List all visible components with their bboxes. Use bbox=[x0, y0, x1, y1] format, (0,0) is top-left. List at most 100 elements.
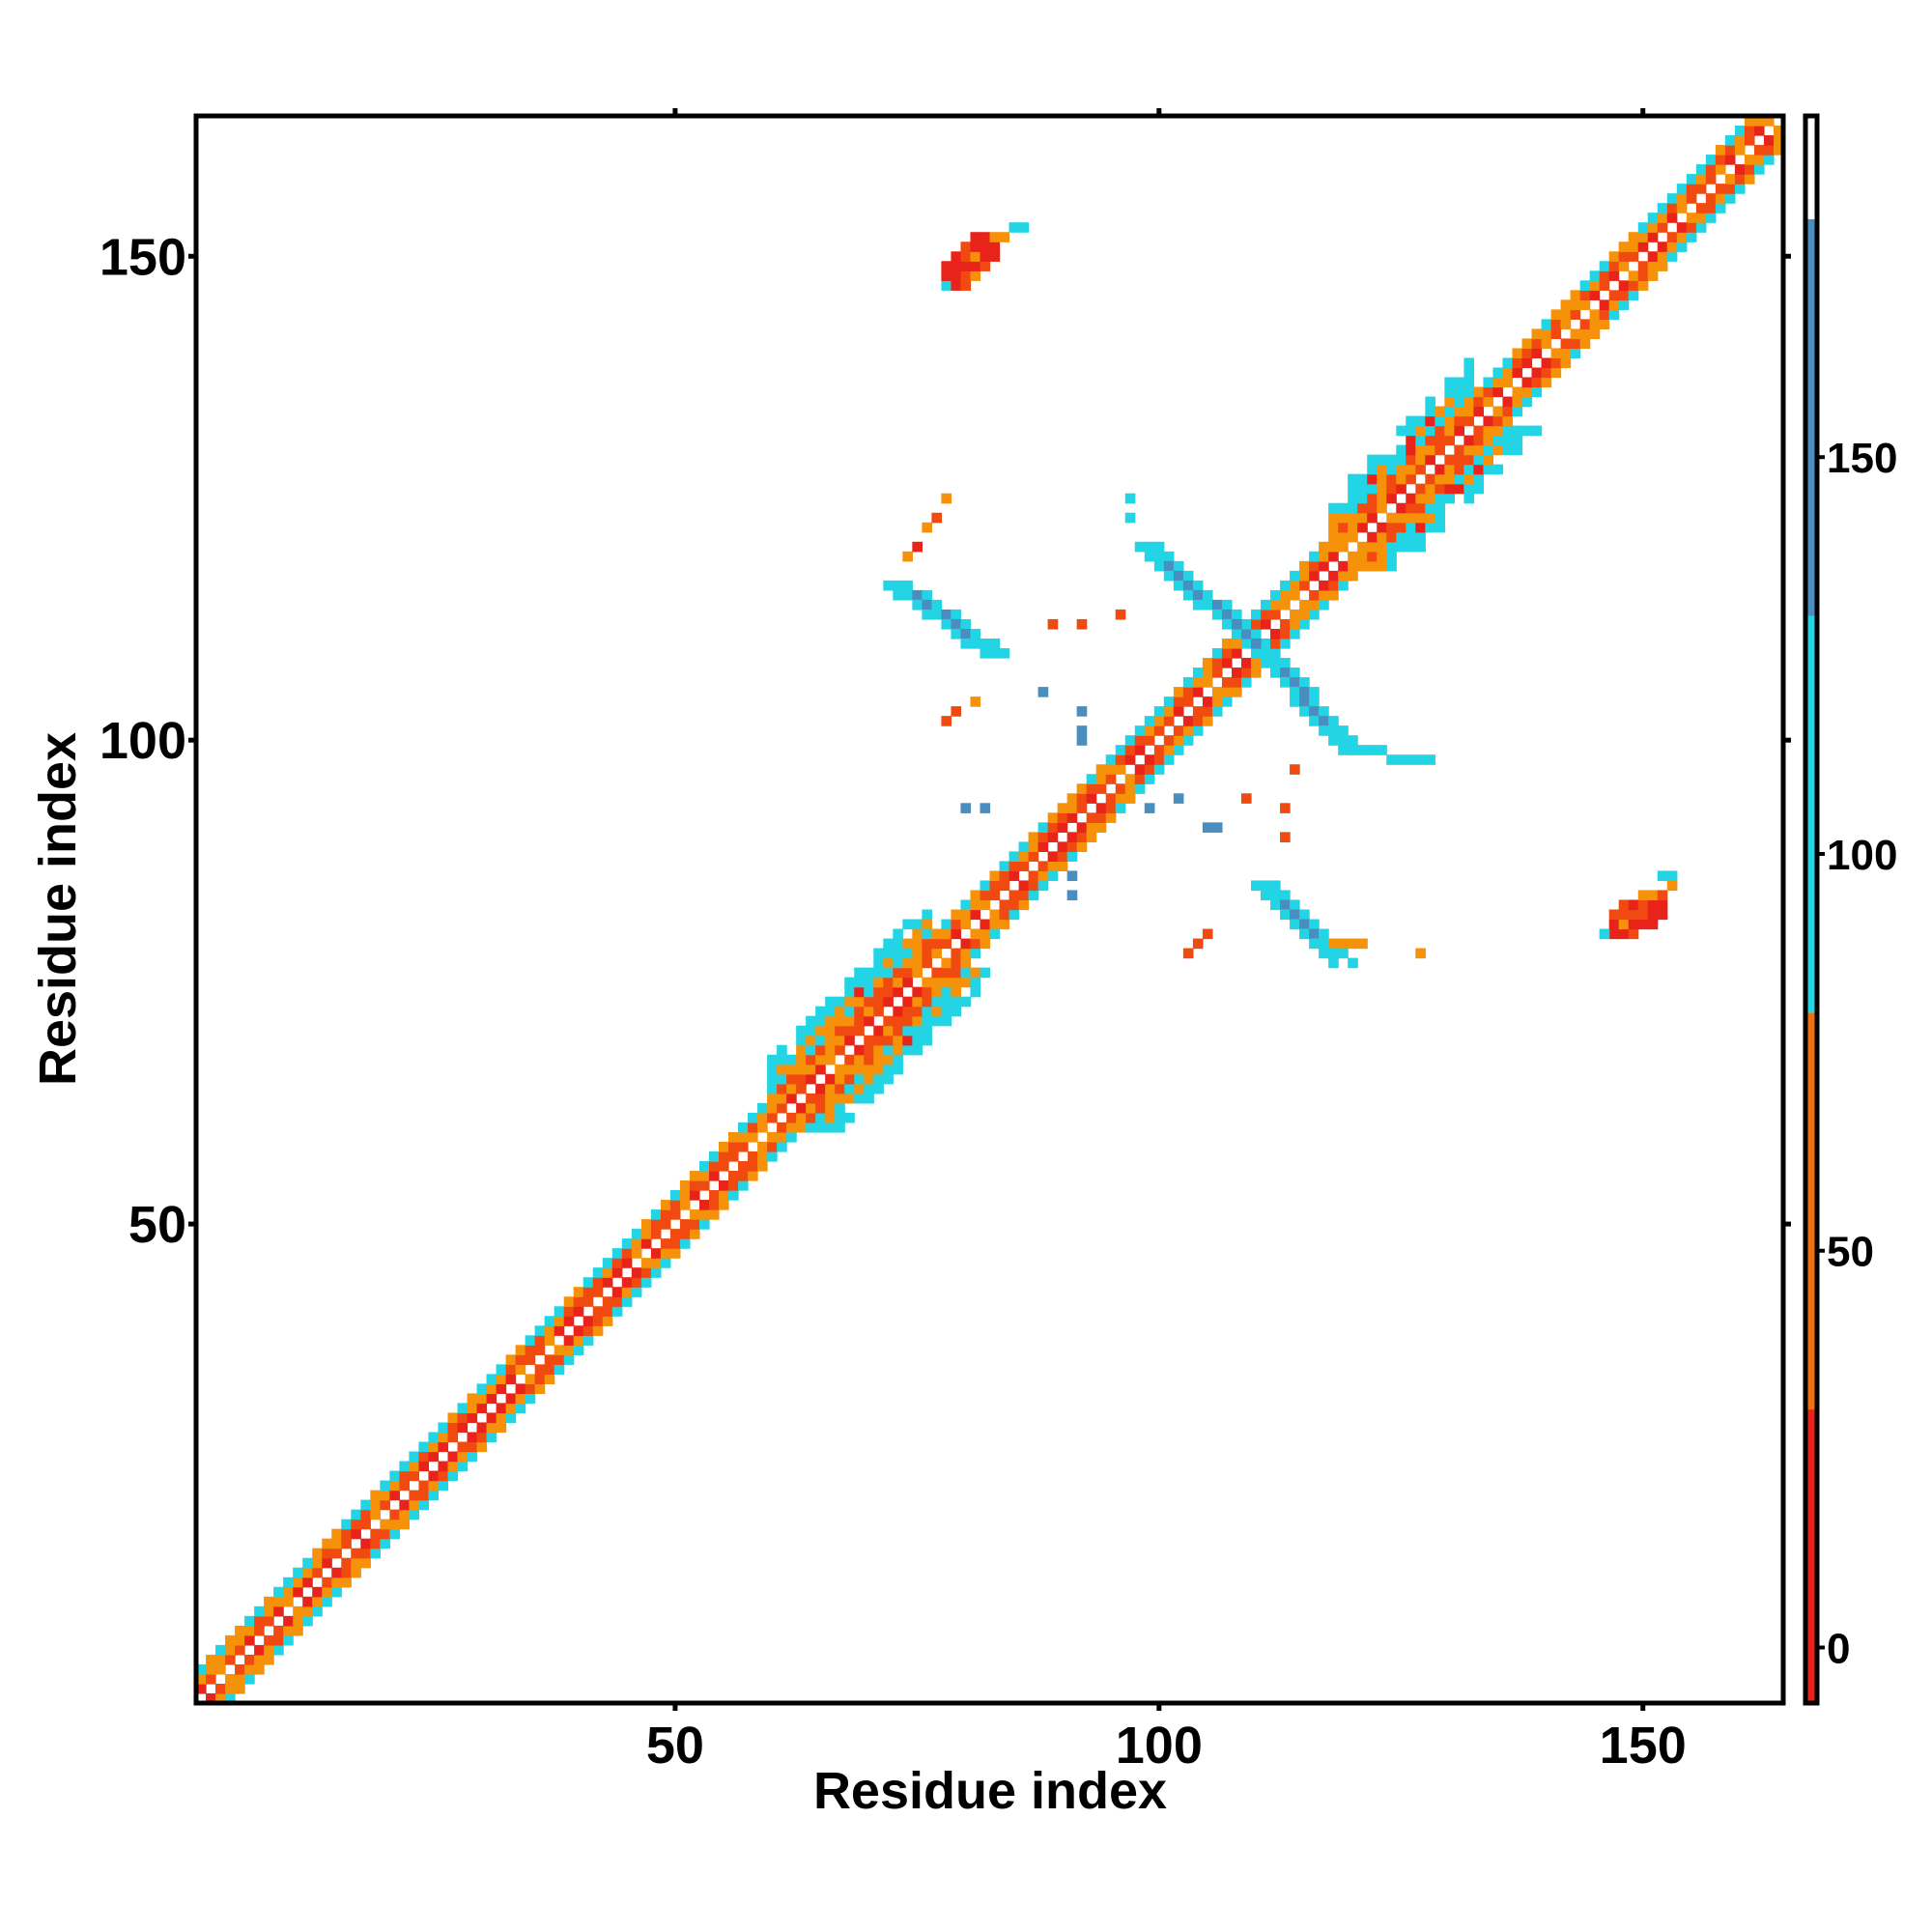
heatmap-cell bbox=[1676, 222, 1688, 233]
heatmap-cell bbox=[1406, 444, 1416, 456]
heatmap-cell bbox=[525, 1374, 536, 1384]
heatmap-cell bbox=[1377, 473, 1387, 485]
heatmap-cell bbox=[835, 1073, 845, 1085]
heatmap-cell bbox=[835, 1112, 845, 1123]
heatmap-cell bbox=[738, 1170, 749, 1181]
heatmap-cell bbox=[1444, 464, 1455, 475]
heatmap-cell bbox=[1705, 213, 1717, 223]
heatmap-cell bbox=[912, 1025, 923, 1037]
heatmap-cell bbox=[573, 1287, 584, 1297]
heatmap-cell bbox=[902, 996, 913, 1008]
heatmap-cell bbox=[1541, 328, 1552, 340]
heatmap-cells bbox=[196, 116, 1784, 1704]
heatmap-cell bbox=[951, 628, 962, 639]
heatmap-cell bbox=[1454, 464, 1464, 475]
heatmap-cell bbox=[1386, 464, 1397, 475]
heatmap-cell bbox=[1182, 948, 1194, 959]
heatmap-cell bbox=[1435, 415, 1445, 427]
heatmap-cell bbox=[1435, 435, 1445, 446]
heatmap-cell bbox=[1182, 589, 1194, 601]
heatmap-cell bbox=[825, 1054, 836, 1065]
heatmap-cell bbox=[563, 1316, 575, 1326]
heatmap-cell bbox=[883, 986, 894, 998]
heatmap-cell bbox=[312, 1596, 323, 1607]
colorbar-ticks: 0 50 100 150 bbox=[1817, 435, 1897, 1672]
heatmap-cell bbox=[1483, 425, 1494, 437]
heatmap-cell bbox=[1095, 812, 1107, 823]
heatmap-cell bbox=[941, 986, 952, 998]
heatmap-cell bbox=[1299, 919, 1310, 930]
heatmap-cell bbox=[815, 1064, 826, 1075]
heatmap-cell bbox=[1512, 444, 1523, 456]
heatmap-cell bbox=[854, 1083, 865, 1094]
heatmap-cell bbox=[467, 1393, 478, 1405]
heatmap-cell bbox=[534, 1374, 546, 1384]
heatmap-cell bbox=[534, 1383, 546, 1395]
heatmap-cell bbox=[970, 948, 981, 959]
heatmap-cell bbox=[1280, 832, 1291, 842]
heatmap-cell bbox=[941, 270, 952, 281]
heatmap-cell bbox=[1386, 512, 1397, 524]
heatmap-cell bbox=[951, 967, 962, 979]
heatmap-cell bbox=[1221, 696, 1233, 707]
heatmap-cell bbox=[621, 1248, 633, 1259]
heatmap-cell bbox=[1338, 570, 1349, 582]
heatmap-cell bbox=[883, 1044, 894, 1056]
heatmap-cell bbox=[1057, 803, 1068, 813]
heatmap-cell bbox=[767, 1151, 778, 1162]
heatmap-cell bbox=[951, 261, 962, 271]
heatmap-cell bbox=[835, 1064, 845, 1075]
heatmap-cell bbox=[1666, 203, 1678, 213]
heatmap-cell bbox=[777, 1073, 787, 1085]
heatmap-cell bbox=[1608, 299, 1620, 310]
heatmap-cell bbox=[912, 919, 923, 930]
heatmap-cell bbox=[970, 928, 981, 940]
heatmap-cell bbox=[1211, 706, 1223, 717]
heatmap-cell bbox=[1163, 745, 1175, 755]
heatmap-cell bbox=[1367, 483, 1378, 495]
heatmap-cell bbox=[1454, 444, 1464, 456]
heatmap-cell bbox=[728, 1190, 739, 1201]
heatmap-cell bbox=[1357, 745, 1368, 755]
heatmap-cell bbox=[931, 512, 943, 524]
heatmap-cell bbox=[970, 242, 981, 252]
colorbar-tick-label: 100 bbox=[1827, 832, 1897, 879]
heatmap-cell bbox=[951, 706, 962, 717]
heatmap-cell bbox=[893, 948, 903, 959]
heatmap-cell bbox=[621, 1238, 633, 1249]
heatmap-cell bbox=[1153, 754, 1165, 765]
heatmap-cell bbox=[1211, 696, 1223, 707]
heatmap-cell bbox=[1261, 658, 1271, 668]
heatmap-cell bbox=[1280, 803, 1291, 813]
heatmap-cell bbox=[1211, 609, 1223, 620]
heatmap-cell bbox=[980, 648, 991, 659]
heatmap-cell bbox=[1550, 319, 1562, 329]
heatmap-cell bbox=[554, 1364, 565, 1375]
heatmap-cell bbox=[1076, 735, 1088, 746]
heatmap-cell bbox=[1425, 435, 1435, 446]
heatmap-cell bbox=[767, 1073, 778, 1085]
heatmap-cell bbox=[1386, 473, 1397, 485]
heatmap-cell bbox=[244, 1673, 255, 1685]
heatmap-cell bbox=[960, 938, 972, 950]
heatmap-cell bbox=[1628, 928, 1639, 940]
heatmap-cell bbox=[931, 609, 943, 620]
heatmap-cell bbox=[534, 1335, 546, 1346]
heatmap-cell bbox=[525, 1393, 536, 1405]
heatmap-cell bbox=[631, 1248, 642, 1259]
heatmap-cell bbox=[640, 1238, 652, 1249]
heatmap-cell bbox=[592, 1277, 604, 1288]
heatmap-cell bbox=[1338, 735, 1349, 746]
heatmap-cell bbox=[360, 1538, 371, 1549]
heatmap-cell bbox=[235, 1625, 245, 1636]
heatmap-cell bbox=[1028, 890, 1039, 901]
heatmap-cell bbox=[1396, 444, 1406, 456]
heatmap-cell bbox=[1435, 444, 1445, 456]
heatmap-cell bbox=[1715, 145, 1726, 156]
heatmap-cell bbox=[1386, 483, 1397, 495]
heatmap-cell bbox=[206, 1654, 216, 1665]
heatmap-cell bbox=[806, 1073, 816, 1085]
heatmap-cell bbox=[1579, 338, 1591, 350]
heatmap-cell bbox=[815, 1025, 826, 1037]
heatmap-cell bbox=[960, 628, 972, 639]
